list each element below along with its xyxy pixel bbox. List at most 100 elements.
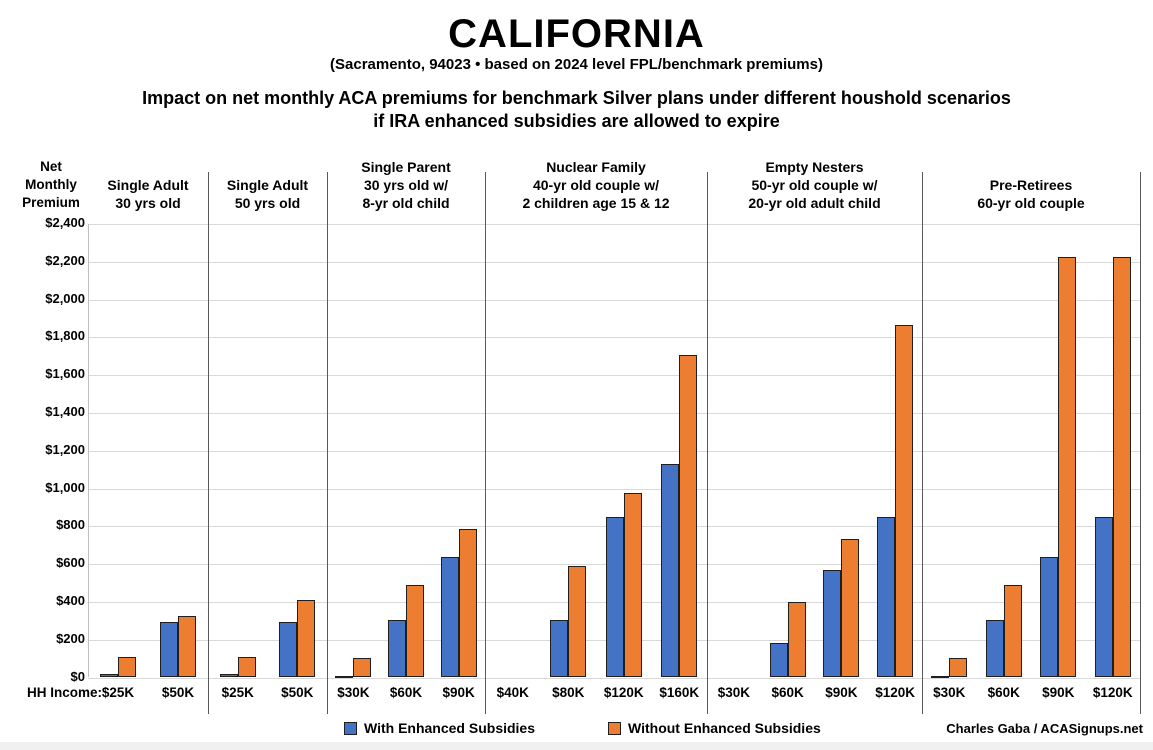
gridline <box>88 299 1140 301</box>
bar-without-enhanced-subsidies <box>841 538 860 678</box>
gridline <box>88 223 1140 225</box>
bar-without-enhanced-subsidies <box>297 600 316 678</box>
credit-attribution: Charles Gaba / ACASignups.net <box>946 721 1143 736</box>
legend-item-without-subsidies: Without Enhanced Subsidies <box>608 720 821 736</box>
bar-with-enhanced-subsidies <box>440 557 459 678</box>
income-label: $120K <box>875 685 916 700</box>
panel-header-line: Pre-Retirees <box>989 177 1073 193</box>
y-axis-title-line: Net <box>40 159 62 174</box>
panel-header: Empty Nesters 50-yr old couple w/20-yr ol… <box>707 158 922 212</box>
panel-header: Single Adult 30 yrs old <box>88 176 208 212</box>
bar-with-enhanced-subsidies <box>219 673 238 678</box>
y-tick-label: $1,000 <box>45 479 85 495</box>
y-tick-label: $2,000 <box>45 290 85 306</box>
panel-separator <box>326 172 328 714</box>
bar-with-enhanced-subsidies <box>160 621 178 678</box>
bar-without-enhanced-subsidies <box>118 656 136 678</box>
bar-with-enhanced-subsidies <box>1040 557 1059 678</box>
panel-header-line: Nuclear Family <box>546 159 646 175</box>
panel-header: Single Parent 30 yrs old w/8-yr old child <box>327 158 485 212</box>
bar-with-enhanced-subsidies <box>823 569 842 678</box>
income-label: $30K <box>337 685 370 700</box>
y-tick-label: $1,200 <box>45 441 85 457</box>
y-tick-label: $1,400 <box>45 403 85 419</box>
legend-item-with-subsidies: With Enhanced Subsidies <box>344 720 535 736</box>
income-label: $60K <box>771 685 804 700</box>
panel-separator <box>706 172 708 714</box>
panel-separator <box>484 172 486 714</box>
chart-subtitle: (Sacramento, 94023 • based on 2024 level… <box>330 56 823 73</box>
bar-without-enhanced-subsidies <box>568 565 587 678</box>
gridline <box>88 375 1140 377</box>
bar-with-enhanced-subsidies <box>661 463 680 678</box>
panel-header: Nuclear Family 40-yr old couple w/2 child… <box>485 158 707 212</box>
bar-without-enhanced-subsidies <box>353 657 372 678</box>
panel-header-line: Single Adult <box>107 177 189 193</box>
panel-separator <box>207 172 209 714</box>
bar-with-enhanced-subsidies <box>550 619 569 678</box>
y-tick-label: $400 <box>56 592 85 608</box>
gridline <box>88 677 1140 679</box>
income-label: $50K <box>161 685 195 700</box>
bar-without-enhanced-subsidies <box>787 601 806 678</box>
bar-with-enhanced-subsidies <box>335 675 354 678</box>
income-label: $25K <box>221 685 254 700</box>
bar-without-enhanced-subsidies <box>458 529 477 678</box>
legend-swatch-without-subsidies-icon <box>608 721 621 735</box>
chart-heading: Impact on net monthly ACA premiums for b… <box>0 87 1153 133</box>
panel-header-line: 8-yr old child <box>362 195 450 211</box>
income-label: $40K <box>496 685 529 700</box>
bar-without-enhanced-subsidies <box>1058 256 1077 678</box>
gridline <box>88 337 1140 339</box>
income-label: $50K <box>281 685 314 700</box>
bottom-strip <box>0 742 1153 750</box>
panel-header-line: 50 yrs old <box>234 195 301 211</box>
y-tick-label: $1,600 <box>45 366 85 382</box>
bar-with-enhanced-subsidies <box>877 516 896 678</box>
y-tick-label: $0 <box>70 668 85 684</box>
income-label: $120K <box>1092 685 1133 700</box>
panel-header-line: Single Parent <box>361 159 451 175</box>
gridline <box>88 261 1140 263</box>
heading-line-1: Impact on net monthly ACA premiums for b… <box>142 88 1011 108</box>
legend-swatch-with-subsidies-icon <box>344 721 357 735</box>
y-axis-title-line: Premium <box>22 195 80 210</box>
y-tick-label: $800 <box>56 517 85 533</box>
income-label: $160K <box>659 685 700 700</box>
panel-header-line: 20-yr old adult child <box>748 195 881 211</box>
bar-with-enhanced-subsidies <box>100 673 118 678</box>
y-tick-label: $200 <box>56 630 85 646</box>
bar-without-enhanced-subsidies <box>178 616 196 678</box>
income-label: $60K <box>987 685 1020 700</box>
y-tick-label: $1,800 <box>45 328 85 344</box>
legend-label-with-subsidies: With Enhanced Subsidies <box>364 720 536 736</box>
income-label: $120K <box>603 685 644 700</box>
income-label: $80K <box>552 685 585 700</box>
panel-separator <box>921 172 923 714</box>
income-label: $30K <box>933 685 966 700</box>
gridline <box>88 450 1140 452</box>
panel-header-line: Empty Nesters <box>765 159 864 175</box>
income-label: $90K <box>442 685 475 700</box>
hh-income-label: HH Income: <box>26 685 102 700</box>
panel-header-line: 40-yr old couple w/ <box>532 177 660 193</box>
income-label: $30K <box>717 685 751 700</box>
panel-separator <box>1139 172 1141 714</box>
y-axis-title: Net Monthly Premium <box>8 158 94 212</box>
y-tick-label: $600 <box>56 555 85 571</box>
bar-without-enhanced-subsidies <box>1003 584 1022 678</box>
income-label: $60K <box>389 685 423 700</box>
y-axis-line <box>88 223 89 678</box>
panel-header: Single Adult 50 yrs old <box>208 176 327 212</box>
bar-without-enhanced-subsidies <box>406 584 424 678</box>
panel-header-line: 30 yrs old w/ <box>363 177 449 193</box>
panel-header: Pre-Retirees 60-yr old couple <box>922 176 1140 212</box>
income-label: $90K <box>825 685 858 700</box>
panel-header-line: 60-yr old couple <box>977 195 1085 211</box>
chart-title: CALIFORNIA <box>448 12 705 56</box>
bar-with-enhanced-subsidies <box>279 621 298 678</box>
heading-line-2: if IRA enhanced subsidies are allowed to… <box>373 111 780 131</box>
bar-without-enhanced-subsidies <box>237 656 256 678</box>
bar-with-enhanced-subsidies <box>388 619 406 678</box>
